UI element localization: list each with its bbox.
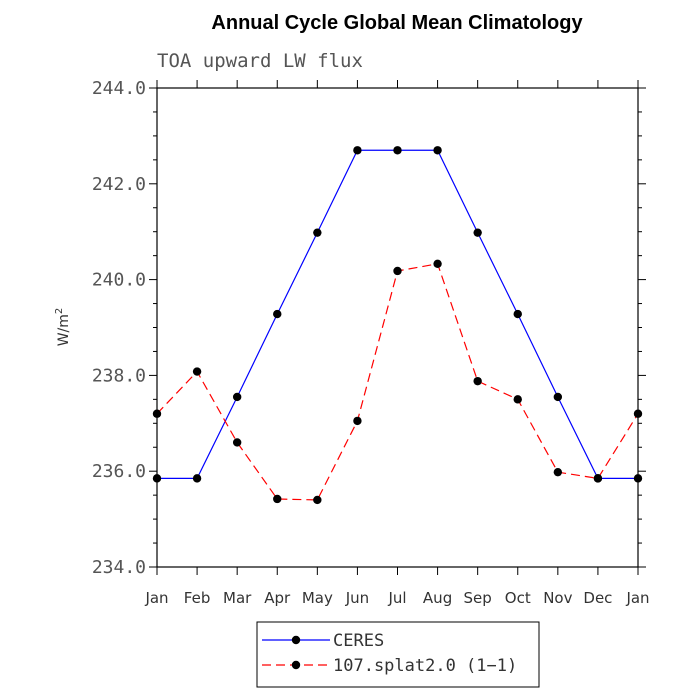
- x-tick-label: Dec: [583, 589, 612, 607]
- x-tick-label: Jun: [345, 589, 369, 607]
- series-0-point: [473, 228, 482, 237]
- chart-title: Annual Cycle Global Mean Climatology: [211, 12, 583, 34]
- series-1-point: [313, 495, 322, 505]
- series-line-1: [156, 263, 639, 501]
- legend-box: [256, 621, 540, 688]
- series-1-point: [433, 259, 442, 268]
- x-tick-label: Sep: [464, 589, 492, 607]
- x-tick-label: Oct: [505, 589, 531, 607]
- series-0-point: [433, 146, 442, 155]
- y-tick-label: 238.0: [92, 365, 146, 386]
- x-tick-label: May: [302, 589, 333, 607]
- series-0-point: [232, 392, 242, 402]
- y-tick-label: 234.0: [92, 557, 146, 578]
- series-1-point: [633, 409, 643, 418]
- series-line-0: [157, 149, 638, 479]
- y-tick-label: 240.0: [92, 270, 146, 291]
- y-tick-label: 242.0: [92, 174, 146, 195]
- series-1-point: [473, 376, 482, 386]
- legend: CERES 107.splat2.0 (1−1): [262, 631, 517, 676]
- x-tick-label: Jul: [387, 589, 406, 607]
- legend-label-0: CERES: [333, 631, 384, 651]
- x-tick-label: Nov: [543, 589, 572, 607]
- plot-frame: [156, 87, 639, 568]
- series-1-point: [232, 438, 242, 447]
- series-0-point: [393, 146, 402, 155]
- chart-subtitle: TOA upward LW flux: [157, 50, 363, 72]
- series-0-point: [273, 309, 282, 319]
- series-0-point: [152, 474, 162, 483]
- legend-marker-0: [291, 635, 301, 645]
- series-1-point: [593, 474, 603, 483]
- series-layer: [152, 146, 643, 505]
- y-tick-label: 236.0: [92, 461, 146, 482]
- series-0-point: [633, 474, 643, 483]
- x-tick-label: Mar: [223, 589, 252, 607]
- y-axis-label: W/m2: [54, 308, 72, 347]
- x-tick-label: Jan: [144, 589, 168, 607]
- x-tick-label: Jan: [625, 589, 649, 607]
- y-tick-label: 244.0: [92, 78, 146, 99]
- series-0-point: [513, 309, 522, 319]
- series-1-point: [192, 367, 202, 376]
- series-1-point: [513, 395, 522, 404]
- series-1-point: [273, 494, 282, 504]
- series-0-point: [313, 228, 322, 237]
- series-1-point: [152, 409, 162, 418]
- axes: 234.0 236.0 238.0 240.0 242.0 244.0 Jan Feb Mar A…: [92, 78, 650, 607]
- series-0-point: [553, 392, 563, 402]
- x-tick-label: Aug: [423, 589, 452, 607]
- legend-marker-1: [291, 660, 301, 670]
- series-1-point: [393, 266, 402, 276]
- x-tick-label: Feb: [184, 589, 211, 607]
- y-axis-label-text: W/m: [56, 314, 72, 346]
- series-0-point: [192, 474, 202, 483]
- y-axis-label-superscript: 2: [54, 308, 65, 314]
- series-0-point: [353, 146, 362, 155]
- legend-label-1: 107.splat2.0 (1−1): [333, 656, 517, 676]
- x-tick-label: Apr: [264, 589, 291, 607]
- series-1-point: [553, 467, 563, 477]
- series-1-point: [353, 416, 362, 426]
